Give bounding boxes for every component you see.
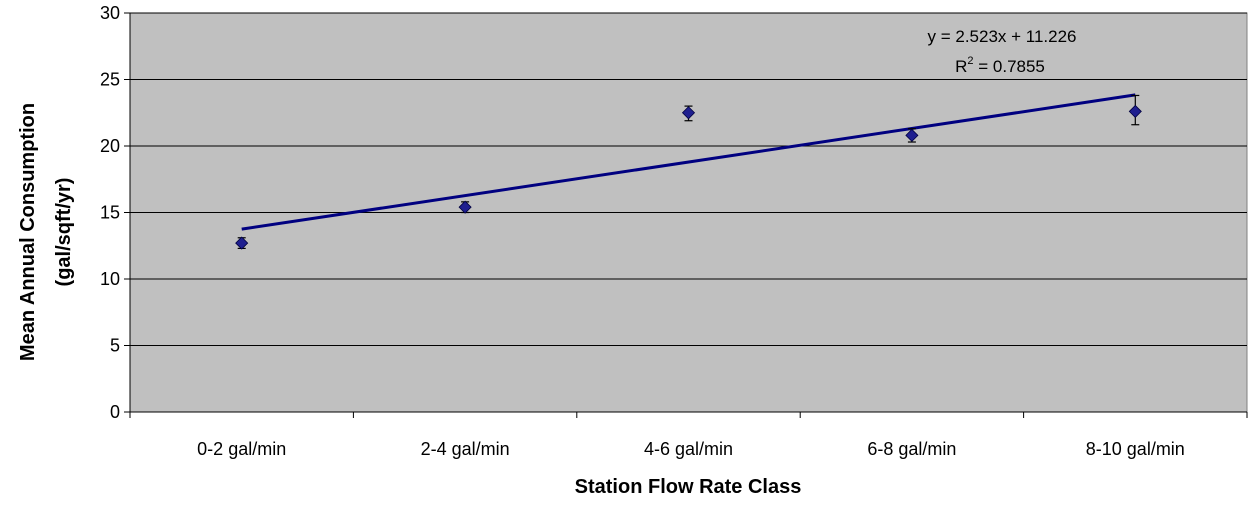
r-squared-value: = 0.7855 <box>974 57 1045 76</box>
x-tick-label: 2-4 gal/min <box>421 439 510 459</box>
data-point-diamond <box>235 236 249 250</box>
y-axis-title-line-2: (gal/sqft/yr) <box>53 178 75 287</box>
data-point-diamond <box>1128 104 1142 118</box>
y-tick-labels: 0 5 10 15 20 25 30 <box>100 3 120 422</box>
data-points <box>235 94 1142 250</box>
trendline-r-squared: R2 = 0.7855 <box>955 55 1045 76</box>
x-axis-title: Station Flow Rate Class <box>575 476 802 498</box>
y-tick-label: 25 <box>100 70 120 90</box>
axes <box>124 12 1248 418</box>
trendline-group <box>241 93 1136 231</box>
y-tick-label: 30 <box>100 3 120 23</box>
r-squared-prefix: R <box>955 57 967 76</box>
y-tick-label: 5 <box>110 336 120 356</box>
x-tick-label: 8-10 gal/min <box>1086 439 1185 459</box>
y-tick-label: 15 <box>100 203 120 223</box>
gridlines <box>130 12 1247 346</box>
y-tick-label: 10 <box>100 269 120 289</box>
x-tick-labels: 0-2 gal/min 2-4 gal/min 4-6 gal/min 6-8 gal… <box>197 439 1185 459</box>
data-point-diamond <box>458 200 472 214</box>
x-tick-label: 0-2 gal/min <box>197 439 286 459</box>
data-point-diamond <box>681 106 696 120</box>
y-axis-title: Mean Annual Consumption (gal/sqft/yr) <box>17 103 75 361</box>
y-axis-title-line-1: Mean Annual Consumption <box>17 103 39 361</box>
y-tick-label: 20 <box>100 136 120 156</box>
r-squared-exponent: 2 <box>967 55 973 67</box>
x-tick-label: 6-8 gal/min <box>867 439 956 459</box>
x-tick-label: 4-6 gal/min <box>644 439 733 459</box>
trendline-equation: y = 2.523x + 11.226 <box>927 27 1076 46</box>
data-point-diamond <box>905 128 919 142</box>
y-tick-label: 0 <box>110 402 120 422</box>
trendline <box>241 93 1136 231</box>
